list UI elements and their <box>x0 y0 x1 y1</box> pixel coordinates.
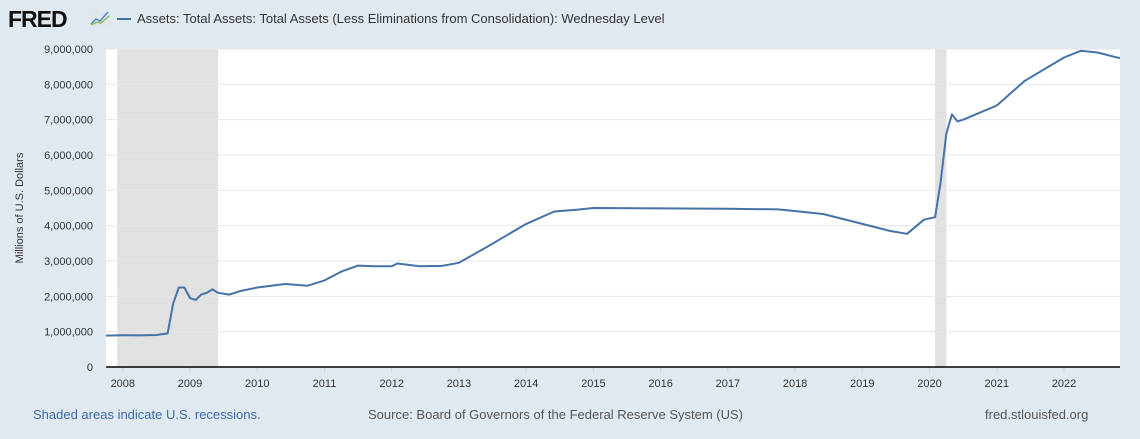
fred-chart-icon <box>89 9 111 27</box>
y-tick-label: 4,000,000 <box>44 221 93 233</box>
y-tick-label: 5,000,000 <box>44 185 93 197</box>
chart-legend: Assets: Total Assets: Total Assets (Less… <box>117 11 664 26</box>
y-tick-label: 6,000,000 <box>44 150 93 162</box>
fred-logo[interactable]: FRED <box>8 6 68 32</box>
recession-shading <box>117 49 219 367</box>
x-tick-label: 2015 <box>581 378 605 390</box>
y-axis-label: Millions of U.S. Dollars <box>14 152 26 263</box>
series-line <box>105 49 1121 337</box>
x-tick-label: 2011 <box>313 378 337 390</box>
chart: Millions of U.S. Dollars 0 1,000,000 2,000… <box>14 44 1121 390</box>
y-tick-label: 1,000,000 <box>44 327 93 339</box>
legend-label: Assets: Total Assets: Total Assets (Less… <box>137 11 665 26</box>
x-tick-label: 2017 <box>716 378 740 390</box>
x-tick-label: 2008 <box>111 378 135 390</box>
x-tick-label: 2014 <box>514 378 538 390</box>
site-link[interactable]: fred.stlouisfed.org <box>985 407 1089 422</box>
x-tick-label: 2010 <box>245 378 269 390</box>
x-tick-label: 2019 <box>850 378 874 390</box>
x-tick-label: 2018 <box>783 378 807 390</box>
recession-note-link[interactable]: Shaded areas indicate U.S. recessions. <box>33 407 261 422</box>
source-text: Source: Board of Governors of the Federa… <box>368 407 743 422</box>
x-tick-label: 2020 <box>917 378 941 390</box>
y-tick-label: 0 <box>87 362 93 374</box>
x-tick-label: 2009 <box>178 378 202 390</box>
y-tick-label: 7,000,000 <box>44 115 93 127</box>
y-tick-label: 2,000,000 <box>44 291 93 303</box>
legend-swatch <box>117 17 131 20</box>
y-tick-label: 8,000,000 <box>44 79 93 91</box>
x-tick-label: 2016 <box>648 378 672 390</box>
y-tick-label: 9,000,000 <box>44 44 93 56</box>
x-tick-label: 2012 <box>379 378 403 390</box>
x-tick-label: 2013 <box>447 378 471 390</box>
x-tick-label: 2021 <box>985 378 1009 390</box>
x-tick-label: 2022 <box>1052 378 1076 390</box>
y-tick-label: 3,000,000 <box>44 256 93 268</box>
recession-shading <box>935 49 947 367</box>
